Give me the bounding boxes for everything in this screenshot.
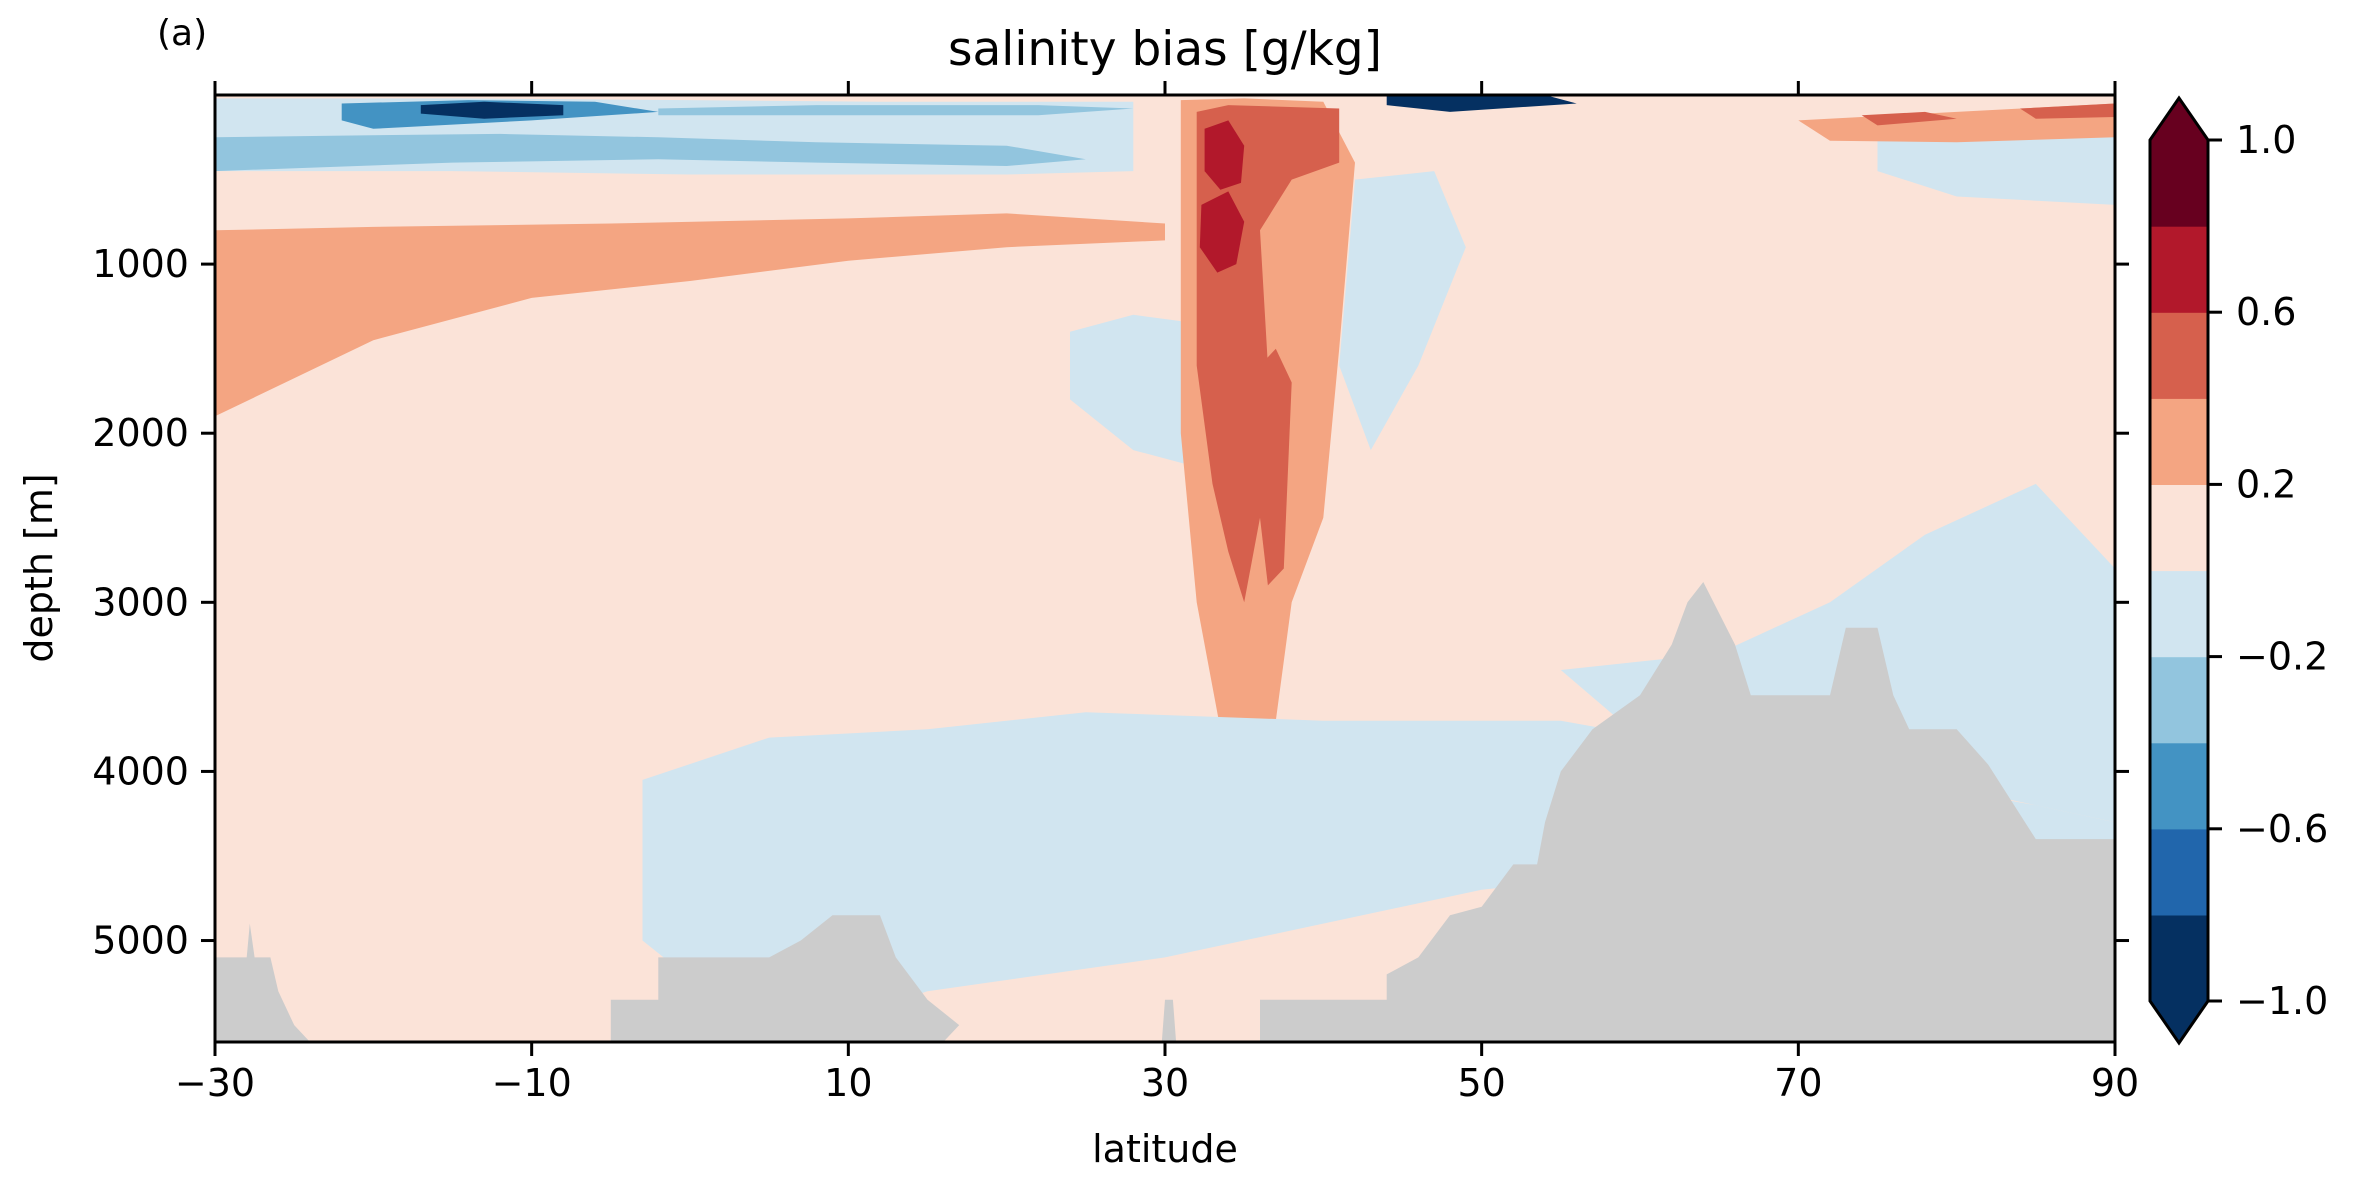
- land-mask-region-2: [610, 915, 960, 1042]
- x-tick-label: −10: [492, 1061, 572, 1105]
- bias-patch-arctic-surface-salty-core-2: [2020, 103, 2115, 119]
- colorbar-segment: [2150, 914, 2208, 1002]
- x-tick-label: 90: [2091, 1061, 2139, 1105]
- bias-patch-near-surface-fresh-core: [420, 101, 564, 119]
- colorbar-tick-label: 0.2: [2236, 462, 2296, 506]
- x-axis-ticks: −30 −10 10 30 50 70 90: [175, 81, 2139, 1105]
- colorbar-segment: [2150, 398, 2208, 485]
- land-mask-region-1: [215, 923, 310, 1042]
- colorbar-tick-label: 1.0: [2236, 118, 2296, 162]
- y-tick-label: 4000: [92, 749, 189, 793]
- bias-patch-med-outflow-core-upper: [1204, 120, 1245, 190]
- x-tick-label: 30: [1141, 1061, 1189, 1105]
- x-tick-label: 70: [1774, 1061, 1822, 1105]
- panel-label: (a): [157, 13, 207, 54]
- bias-patch-subsurface-fresh-stripe: [658, 105, 1134, 116]
- colorbar-segment: [2150, 828, 2208, 916]
- y-axis-label: depth [m]: [17, 473, 61, 662]
- y-tick-label: 3000: [92, 580, 189, 624]
- colorbar-tick-label: 0.6: [2236, 290, 2296, 334]
- land-mask-region-4: [1260, 582, 2115, 1042]
- colorbar-segment: [2150, 140, 2208, 227]
- colorbar-tick-label: −1.0: [2236, 979, 2328, 1023]
- bias-patch-med-outflow-lower-branch: [1260, 348, 1292, 586]
- bias-patch-arctic-surface-salty-core: [1861, 111, 1957, 126]
- colorbar-segment: [2150, 570, 2208, 658]
- colorbar-tick-label: −0.6: [2236, 807, 2328, 851]
- x-tick-label: −30: [175, 1061, 255, 1105]
- y-tick-label: 2000: [92, 411, 189, 455]
- bias-patch-med-outflow-core-lower: [1199, 191, 1245, 273]
- colorbar: −1.0 −0.6 −0.2 0.2 0.6 1.0: [2148, 95, 2328, 1046]
- colorbar-extend-max: [2150, 98, 2208, 140]
- colorbar-segment: [2150, 656, 2208, 744]
- colorbar-segment: [2150, 742, 2208, 830]
- x-tick-label: 50: [1457, 1061, 1505, 1105]
- bias-patch-ridge-fresh-45: [1339, 171, 1466, 451]
- land-mask: [215, 582, 2115, 1042]
- colorbar-segment: [2150, 484, 2208, 572]
- plot-area: [215, 95, 2115, 1042]
- bias-patch-upper-warm-layer: [215, 213, 1165, 417]
- bias-patch-ridge-fresh-33: [1070, 314, 1197, 467]
- x-axis-label: latitude: [1092, 1127, 1238, 1171]
- land-mask-region-3: [1161, 999, 1177, 1042]
- bias-patch-north-upper-fresh: [1877, 128, 2115, 205]
- colorbar-segment: [2150, 226, 2208, 313]
- y-axis-ticks: 1000 2000 3000 4000 5000: [92, 242, 2129, 963]
- colorbar-tick-label: −0.2: [2236, 635, 2328, 679]
- bias-patch-surface-fresh-50n: [1386, 95, 1577, 112]
- y-tick-label: 1000: [92, 242, 189, 286]
- colorbar-segment: [2150, 312, 2208, 399]
- colorbar-extend-min: [2150, 1001, 2208, 1043]
- chart-title: salinity bias [g/kg]: [948, 22, 1382, 77]
- bias-patch-near-surface-fresh-mid: [215, 133, 1086, 172]
- y-tick-label: 5000: [92, 919, 189, 963]
- x-tick-label: 10: [824, 1061, 872, 1105]
